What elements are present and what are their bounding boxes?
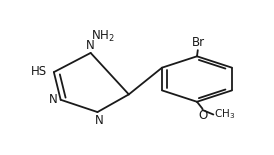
Text: HS: HS [31, 65, 47, 78]
Text: CH$_3$: CH$_3$ [214, 107, 235, 121]
Text: N: N [49, 93, 58, 106]
Text: O: O [198, 109, 208, 122]
Text: N: N [86, 39, 95, 52]
Text: Br: Br [192, 36, 205, 49]
Text: NH$_2$: NH$_2$ [91, 29, 115, 44]
Text: N: N [95, 114, 103, 127]
